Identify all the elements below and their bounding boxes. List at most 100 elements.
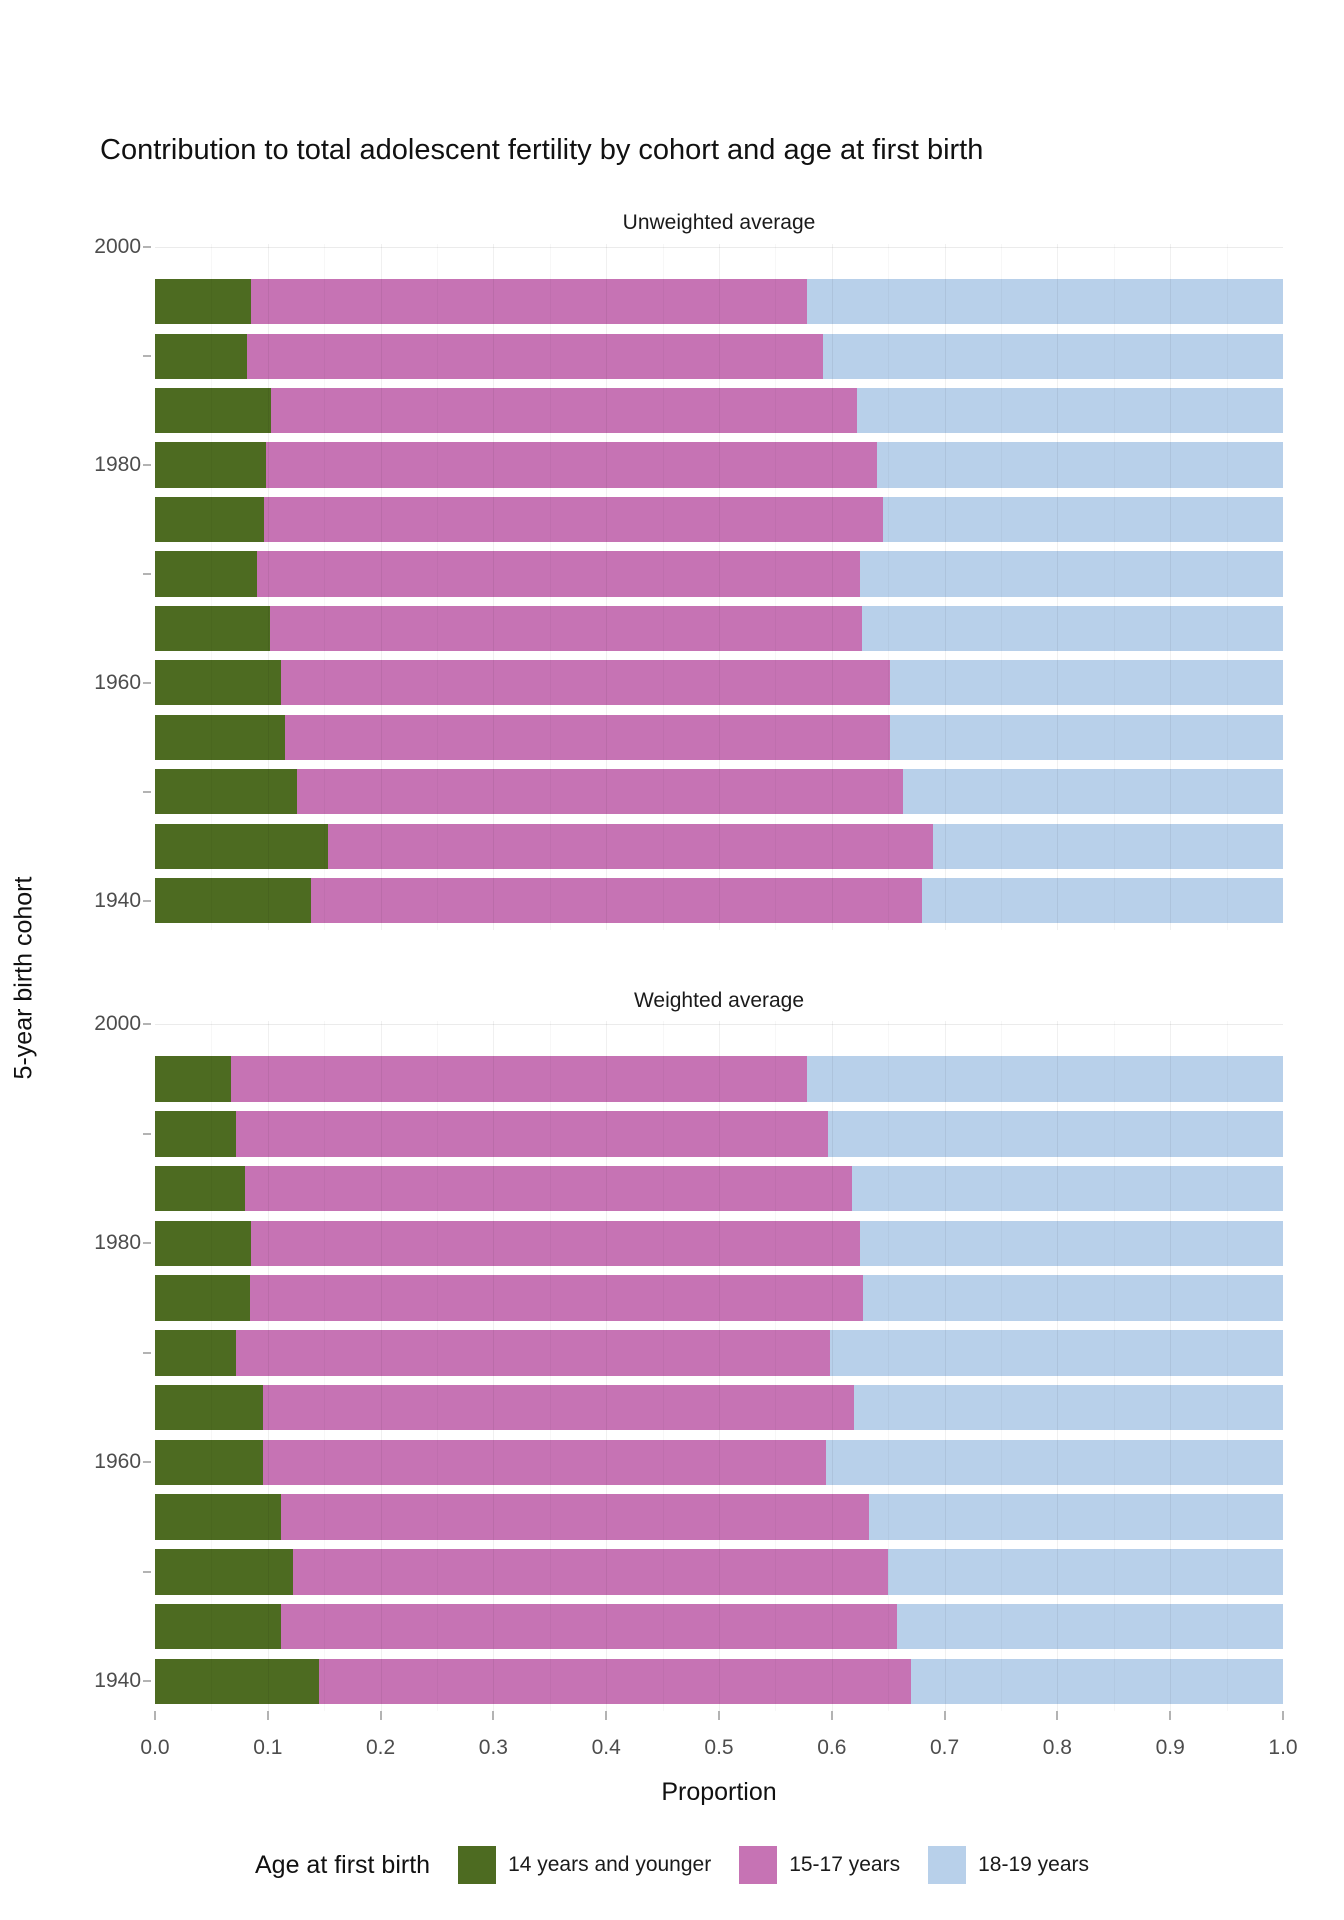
x-tick-label: 0.1: [253, 1736, 283, 1759]
bar-segment-15-17-years: [271, 387, 857, 434]
bar-row-1995: [155, 1056, 1283, 1102]
bar-segment-15-17-years: [256, 551, 860, 597]
x-gridline: [1114, 244, 1115, 930]
x-tick-label: 0.8: [1042, 1736, 1072, 1759]
bar-row-1945: [155, 1603, 1283, 1650]
bar-segment-14-years-and-younger: [155, 1330, 237, 1376]
panel-plot-0: 2000 1980 1960 1940: [94, 235, 1283, 930]
bar-segment-18-19-years: [806, 1056, 1283, 1102]
x-tick-label: 0.6: [817, 1736, 847, 1759]
bar-segment-18-19-years: [829, 1330, 1283, 1376]
panel-title-weighted: Weighted average: [633, 989, 805, 1012]
x-tick-mark: [943, 1711, 946, 1720]
x-gridline: [1114, 1021, 1115, 1711]
bar-segment-15-17-years: [265, 442, 877, 488]
x-gridline: [211, 1021, 212, 1711]
bar-segment-18-19-years: [902, 769, 1283, 815]
bar-segment-15-17-years: [318, 1658, 911, 1705]
bar-segment-18-19-years: [822, 333, 1283, 379]
x-gridline: [550, 1021, 551, 1711]
y-tick-mark: [143, 1023, 151, 1026]
panel-plot-1: 2000 1980 1960 1940: [94, 1012, 1283, 1711]
bar-segment-18-19-years: [854, 1384, 1283, 1431]
bar-segment-14-years-and-younger: [155, 1165, 246, 1212]
bar-segment-18-19-years: [876, 442, 1283, 488]
x-gridline: [663, 244, 664, 930]
y-tick-label: 1940: [94, 1669, 141, 1693]
bar-segment-14-years-and-younger: [155, 714, 285, 760]
bar-segment-18-19-years: [922, 877, 1283, 924]
bar-segment-14-years-and-younger: [155, 1549, 293, 1595]
bar-segment-15-17-years: [249, 1275, 864, 1321]
bar-row-1960: [155, 660, 1283, 706]
bar-row-1980: [155, 442, 1283, 488]
y-tick-mark: [143, 681, 151, 684]
x-gridline: [324, 1021, 325, 1711]
bar-segment-14-years-and-younger: [155, 769, 298, 815]
x-tick-mark: [1056, 1711, 1059, 1720]
y-tick-mark: [143, 355, 151, 358]
bar-segment-15-17-years: [250, 279, 807, 325]
bar-segment-18-19-years: [828, 1111, 1283, 1157]
x-gridline: [606, 1021, 608, 1711]
bar-segment-18-19-years: [888, 1549, 1283, 1595]
bar-segment-15-17-years: [263, 1439, 827, 1486]
bar-segment-15-17-years: [284, 714, 891, 760]
bar-segment-15-17-years: [281, 660, 891, 706]
x-tick-mark: [718, 1711, 720, 1720]
x-gridline: [775, 244, 776, 930]
legend-item-18-19: 18-19 years: [928, 1846, 1089, 1884]
bar-segment-14-years-and-younger: [155, 442, 266, 488]
bar-segment-15-17-years: [297, 769, 903, 815]
legend-label: 15-17 years: [789, 1853, 901, 1876]
legend-label: 14 years and younger: [508, 1853, 712, 1876]
x-tick-mark: [1282, 1711, 1284, 1720]
y-tick-mark: [143, 1132, 151, 1135]
bar-segment-18-19-years: [859, 551, 1283, 597]
x-tick-label: 0.3: [478, 1736, 508, 1759]
bar-row-1970: [155, 1330, 1283, 1376]
x-tick-mark: [379, 1711, 382, 1720]
x-tick-label: 0.4: [591, 1736, 621, 1759]
x-gridline: [493, 244, 495, 930]
bar-segment-15-17-years: [281, 1494, 870, 1540]
x-gridline: [1057, 244, 1059, 930]
x-gridline: [437, 1021, 438, 1711]
bar-row-1945: [155, 823, 1283, 869]
bar-segment-14-years-and-younger: [155, 877, 311, 924]
panel-title-unweighted: Unweighted average: [622, 211, 816, 234]
x-tick-mark: [154, 1711, 156, 1720]
x-tick-mark: [1169, 1711, 1172, 1720]
bar-row-1955: [155, 714, 1283, 760]
legend-key-swatch-green: [458, 1846, 497, 1884]
bar-row-1995: [155, 279, 1283, 325]
x-gridline: [663, 1021, 664, 1711]
bar-row-1980: [155, 1220, 1283, 1267]
bar-segment-15-17-years: [263, 1384, 855, 1431]
bar-segment-14-years-and-younger: [155, 1111, 237, 1157]
y-tick-label: 2000: [94, 235, 141, 259]
bar-segment-18-19-years: [910, 1658, 1283, 1705]
y-tick-label: 1980: [94, 453, 141, 477]
bar-row-1950: [155, 769, 1283, 815]
bar-row-1940: [155, 1658, 1283, 1705]
legend-item-15-17: 15-17 years: [739, 1846, 900, 1884]
bar-segment-14-years-and-younger: [155, 1494, 282, 1540]
bar-row-1960: [155, 1439, 1283, 1486]
x-tick-label: 0.2: [365, 1736, 396, 1759]
x-gridline: [606, 244, 608, 930]
bar-segment-15-17-years: [247, 333, 823, 379]
bar-segment-14-years-and-younger: [155, 1439, 264, 1486]
x-tick-mark: [605, 1711, 608, 1720]
bar-segment-14-years-and-younger: [155, 1658, 319, 1705]
x-gridline: [1057, 1021, 1059, 1711]
bar-row-1970: [155, 551, 1283, 597]
y-tick-mark: [143, 1570, 151, 1573]
bar-segment-15-17-years: [264, 496, 883, 543]
bar-segment-15-17-years: [310, 877, 923, 924]
x-gridline: [493, 1021, 495, 1711]
bar-segment-18-19-years: [869, 1494, 1283, 1540]
bar-segment-15-17-years: [236, 1111, 829, 1157]
bar-segment-18-19-years: [863, 1275, 1283, 1321]
